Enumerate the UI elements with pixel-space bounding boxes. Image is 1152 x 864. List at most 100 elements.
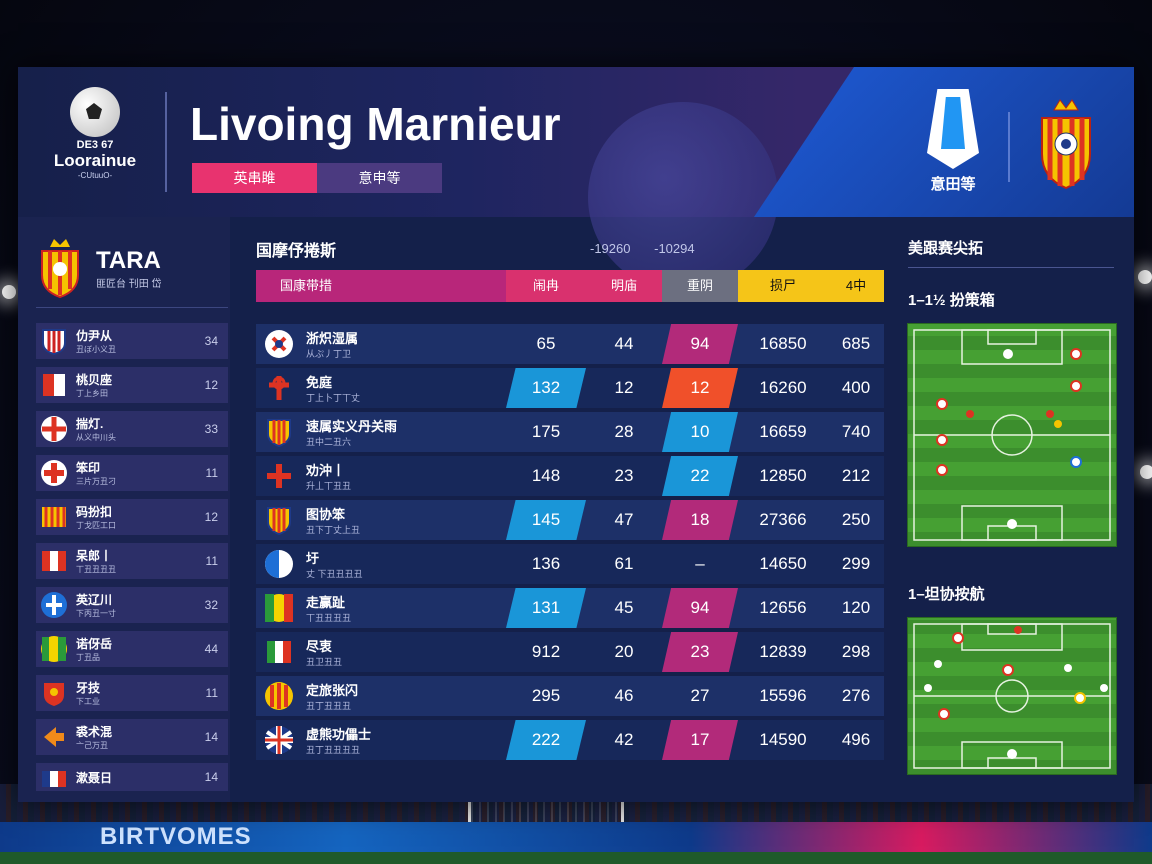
red-plus-flag-icon (267, 464, 291, 488)
cell-value: 45 (614, 598, 634, 617)
row-team-name: 速属实义丹关雨 (306, 419, 398, 434)
cell-value: 400 (841, 378, 871, 397)
row-team-sub: 丈 下丑丑丑丑 (306, 569, 363, 579)
stadium-light (2, 285, 16, 299)
row-team-sub: 丑卫丑丑 (306, 657, 343, 667)
stadium-light (1140, 465, 1152, 479)
green-yellow-flag-icon (265, 594, 293, 622)
player-markers (936, 348, 1082, 529)
red-cross-flag-icon (269, 376, 289, 400)
table-row[interactable]: 定旅张闪 丑丁丑丑丑 295 46 27 15596 276 (256, 676, 884, 716)
team-list-item[interactable]: 仂尹从 丑ぼ小义丑 34 (36, 323, 228, 359)
column-header[interactable]: 重阴 (662, 270, 738, 302)
table-row[interactable]: 尽衷 丑卫丑丑 912 20 23 12839 298 (256, 632, 884, 672)
scoreboard-panel: DE3 67 Loorainue -CUtuuO- Livoing Marnie… (18, 67, 1134, 802)
column-header[interactable]: 闹冉 (506, 270, 586, 302)
row-team-name: 定旅张闪 (306, 683, 359, 698)
left-panel: TARA 匪匠台 刊田 岱 仂尹从 丑ぼ小义丑 34 桃贝座 丁上乡田 12 揣灯.… (18, 217, 230, 802)
england-flag-icon (41, 416, 67, 442)
team-list-item[interactable]: 漱聂日 14 (36, 763, 228, 791)
tab-2[interactable]: 意申等 (317, 163, 442, 193)
tab-1[interactable]: 英串雎 (192, 163, 317, 193)
team-value: 12 (204, 378, 218, 392)
table-stats: -19260 -10294 (590, 241, 715, 256)
table-row[interactable]: 浙炽湿属 从ぷ丿丁卫 65 44 94 16850 685 (256, 324, 884, 364)
column-header[interactable]: 损尸 (738, 270, 828, 302)
row-team-sub: 丅丑丑丑丑 (306, 613, 352, 623)
team-sub: 丁丑品 (76, 653, 100, 662)
cell-value: 23 (614, 466, 634, 485)
cell-highlight: 22 (662, 456, 738, 496)
cell-value: 16260 (759, 378, 807, 397)
team-sub: 丑ぼ小义丑 (76, 345, 116, 354)
team-list-item[interactable]: 呆郎丨 丅丑丑丑丑 11 (36, 543, 228, 579)
row-team-name: 虚熊功儡士 (306, 727, 372, 742)
pitch-title-2: 1–坦协按航 (908, 586, 985, 603)
team-value: 44 (204, 642, 218, 656)
logo-line-2: Loorainue (53, 151, 137, 170)
column-header[interactable]: 明庙 (586, 270, 662, 302)
cell-highlight: 12 (662, 368, 738, 408)
row-team-sub: 丑下丁丈上丑 (306, 525, 361, 535)
team-list-item[interactable]: 桃贝座丁上乡田 12 (36, 367, 228, 403)
red-white-flag-icon (43, 374, 65, 396)
table-row[interactable]: 图协笨 丑下丁丈上丑 145 47 18 27366 250 (256, 500, 884, 540)
formation-pitch[interactable] (907, 617, 1117, 775)
team-value: 11 (205, 554, 218, 568)
divider (36, 307, 228, 308)
cell-value: 16850 (759, 334, 807, 353)
table-header: 国康带措 闹冉 明庙 重阴 损尸 4中 (256, 270, 884, 302)
team-name: 裘术混 (76, 725, 113, 739)
pitch-lines (913, 329, 1111, 541)
table-row[interactable]: 免庭 丁上卜丁丅丈 132 12 12 16260 400 (256, 368, 884, 408)
column-header[interactable]: 国康带措 (256, 270, 506, 302)
team-sub: 从义中川头 (76, 433, 116, 442)
pitch-title-1: 1–1½ 扮策箱 (908, 292, 995, 309)
team-list-item[interactable]: 笨印 三片万丑刁 11 (36, 455, 228, 491)
team-list-item[interactable]: 裘术混 亠己万丑 14 (36, 719, 228, 755)
cell-value: 299 (841, 554, 871, 573)
red-circle-flag-icon (41, 460, 67, 486)
divider (908, 267, 1114, 268)
team-list-item[interactable]: 码扮扣 丁戈匹工口 12 (36, 499, 228, 535)
team-sub: 三片万丑刁 (76, 477, 116, 486)
row-team-sub: 升丄丅丑丑 (306, 481, 352, 491)
league-caption: 意田等 (930, 176, 976, 193)
divider (165, 92, 167, 192)
table-row[interactable]: 虚熊功儡士 丑丁丑丑丑丑 222 42 17 14590 496 (256, 720, 884, 760)
team-list-item[interactable]: 英辽川 下丙丑一寸 32 (36, 587, 228, 623)
row-team-name: 免庭 (306, 375, 333, 390)
blue-cross-flag-icon (41, 592, 67, 618)
cell-value: 65 (536, 334, 556, 353)
team-sub: 丁上乡田 (76, 389, 108, 398)
league-shield-icon (927, 89, 979, 169)
cell-value: 47 (614, 510, 634, 529)
team-list-item[interactable]: 诺伢岳 丁丑品 44 (36, 631, 228, 667)
team-list-item[interactable]: 揣灯. 从义中川头 33 (36, 411, 228, 447)
column-header[interactable]: 4中 (828, 270, 884, 302)
soccer-ball-icon (70, 87, 120, 137)
team-list-item[interactable]: 牙技 下工业 11 (36, 675, 228, 711)
club-shield-icon (41, 239, 79, 299)
table-row[interactable]: 速属实义丹关雨 丑中二丑六 175 28 10 16659 740 (256, 412, 884, 452)
table-row[interactable]: 圩丈 下丑丑丑丑 136 61 – 14650 299 (256, 544, 884, 584)
right-panel: 美跟赛尖拓 1–1½ 扮策箱 (906, 217, 1134, 802)
team-name: 桃贝座 (76, 373, 113, 387)
formation-pitch[interactable] (907, 323, 1117, 547)
table-row[interactable]: 劝沖丨 升丄丅丑丑 148 23 22 12850 212 (256, 456, 884, 496)
team-name: 笨印 (76, 461, 101, 475)
header-tabs: 英串雎 意申等 (192, 163, 442, 193)
stadium-light (1138, 270, 1152, 284)
league-logo: DE3 67 Loorainue -CUtuuO- (40, 87, 150, 180)
red-crest-flag-icon (44, 683, 64, 706)
cell-highlight: 94 (662, 588, 738, 628)
cell-highlight: 18 (662, 500, 738, 540)
cell-value: 14650 (759, 554, 807, 573)
table-row[interactable]: 走赢趾 丅丑丑丑丑 131 45 94 12656 120 (256, 588, 884, 628)
spain-crest-flag-icon (265, 682, 293, 710)
cell-value: 12656 (759, 598, 807, 617)
row-team-sub: 丑丁丑丑丑丑 (306, 745, 361, 755)
team-sub: 丅丑丑丑丑 (76, 565, 116, 574)
team-name: 揣灯. (76, 417, 104, 431)
cell-value: 42 (614, 730, 634, 749)
